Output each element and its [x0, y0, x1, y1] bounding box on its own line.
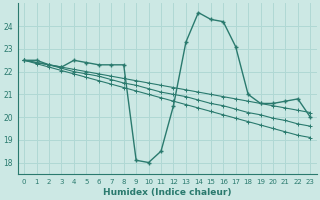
X-axis label: Humidex (Indice chaleur): Humidex (Indice chaleur)	[103, 188, 231, 197]
